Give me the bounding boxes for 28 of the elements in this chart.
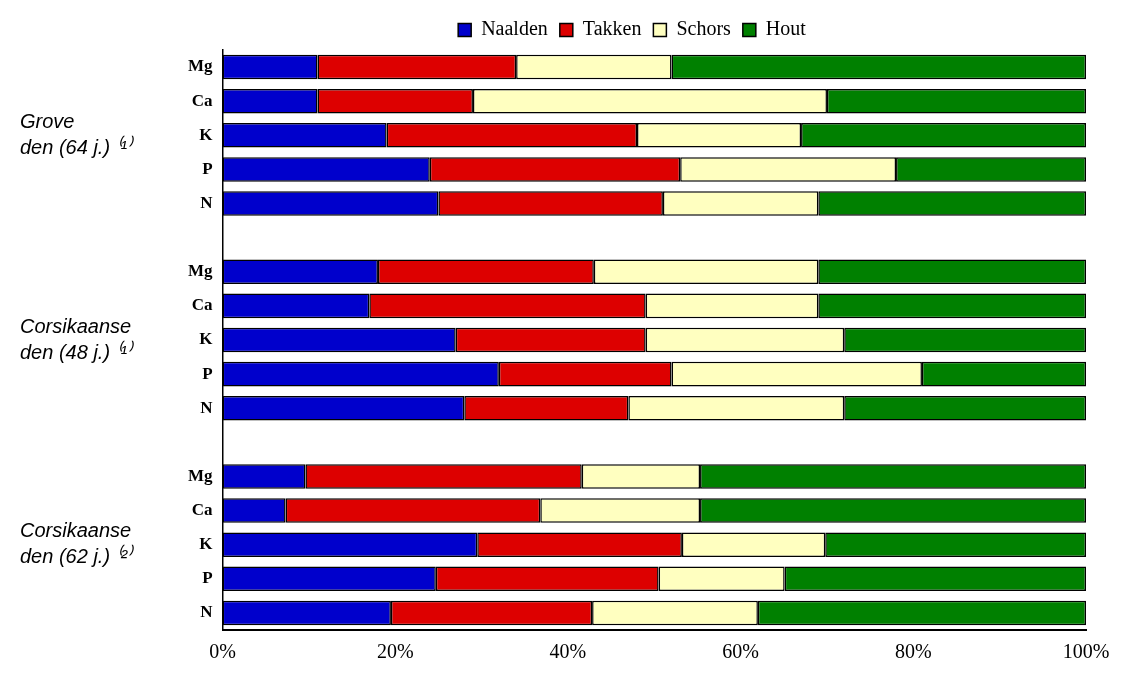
x-tick-label: 60% xyxy=(722,640,759,663)
y-tick-label: Ca xyxy=(191,499,214,519)
x-tick-label: 40% xyxy=(549,640,587,663)
y-tick-label: Ca xyxy=(191,295,214,315)
y-tick-label: N xyxy=(200,192,214,212)
y-tick-label: Ca xyxy=(191,90,214,110)
text: Corsikaanse den (48 j.) ⁽¹⁾ xyxy=(20,314,135,363)
y-tick-label: P xyxy=(202,158,213,178)
y-tick-label: P xyxy=(202,363,213,383)
y-tick-label: Mg xyxy=(188,56,214,76)
y-tick-label: K xyxy=(199,534,214,554)
text: Corsikaanse den (62 j.) ⁽²⁾ xyxy=(20,519,135,568)
legend-label: Naalden xyxy=(481,17,548,40)
y-tick-label: K xyxy=(199,329,214,349)
y-tick-label: P xyxy=(202,568,213,588)
legend-label: Takken xyxy=(582,17,642,40)
y-tick-label: Mg xyxy=(188,261,214,281)
x-tick-label: 80% xyxy=(894,640,932,663)
legend-label: Schors xyxy=(676,17,732,40)
text: Grove den (64 j.) ⁽¹⁾ xyxy=(20,109,135,158)
y-tick-label: K xyxy=(199,124,214,144)
x-tick-label: 100% xyxy=(1062,640,1110,663)
y-tick-label: N xyxy=(200,602,214,622)
x-tick-label: 0% xyxy=(209,640,236,663)
x-tick-label: 20% xyxy=(376,640,414,663)
legend-label: Hout xyxy=(765,17,807,40)
y-tick-label: Mg xyxy=(188,465,214,485)
y-tick-label: N xyxy=(200,397,214,417)
